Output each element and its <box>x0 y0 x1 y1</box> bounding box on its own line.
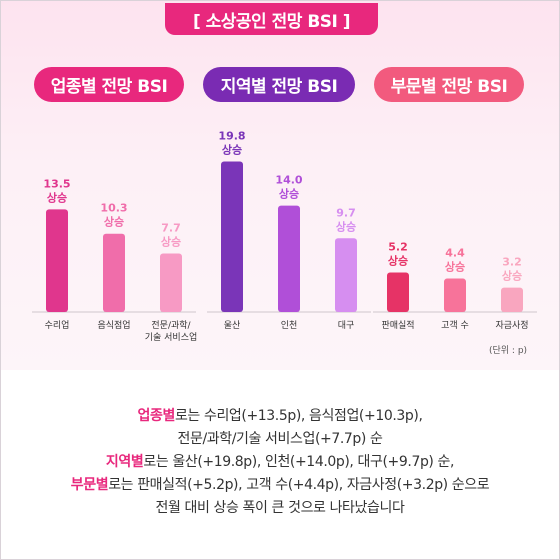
value-label: 19.8 <box>218 130 245 143</box>
description-text: 전문/과학/기술 서비스업(+7.7p) 순 <box>177 431 383 447</box>
chart-area: [ 소상공인 전망 BSI ] 업종별 전망 BSI 지역별 전망 BSI 부문… <box>1 1 559 370</box>
bar <box>387 272 409 312</box>
bar <box>501 287 523 312</box>
highlight-sector: 부문별 <box>70 477 109 493</box>
rise-label: 상승 <box>279 187 299 201</box>
category-label: 전문/과학/ <box>151 320 191 331</box>
category-label: 인천 <box>281 320 298 331</box>
description: 업종별로는 수리업(+13.5p), 음식점업(+10.3p), 전문/과학/기… <box>0 405 560 520</box>
group-label-region: 지역별 전망 BSI <box>203 67 355 102</box>
rise-label: 상승 <box>222 143 242 157</box>
bar <box>444 278 466 312</box>
rise-label: 상승 <box>388 253 408 267</box>
rise-label: 상승 <box>502 269 522 283</box>
bar <box>278 205 300 312</box>
bar <box>221 161 243 312</box>
rise-label: 상승 <box>445 260 465 274</box>
chart-title: [ 소상공인 전망 BSI ] <box>165 3 378 35</box>
bar <box>103 233 125 312</box>
value-label: 14.0 <box>275 174 302 187</box>
category-label: 대구 <box>338 320 355 331</box>
group-label-industry: 업종별 전망 BSI <box>34 67 184 102</box>
value-label: 13.5 <box>43 177 70 190</box>
category-label: 자금사정 <box>495 320 528 331</box>
category-label: 고객 수 <box>441 320 469 331</box>
category-label: 판매실적 <box>381 319 414 331</box>
description-line-4: 부문별로는 판매실적(+5.2p), 고객 수(+4.4p), 자금사정(+3.… <box>0 474 560 497</box>
value-label: 10.3 <box>100 202 127 215</box>
bar <box>335 238 357 312</box>
description-line-1: 업종별로는 수리업(+13.5p), 음식점업(+10.3p), <box>0 405 560 428</box>
value-label: 3.2 <box>502 256 522 269</box>
category-label: 음식점업 <box>97 319 130 331</box>
value-label: 5.2 <box>388 240 408 253</box>
category-label: 수리업 <box>45 320 70 331</box>
highlight-region: 지역별 <box>105 454 144 470</box>
rise-label: 상승 <box>47 190 67 204</box>
rise-label: 상승 <box>104 215 124 229</box>
description-line-2: 전문/과학/기술 서비스업(+7.7p) 순 <box>0 428 560 451</box>
rise-label: 상승 <box>161 234 181 248</box>
bar <box>160 253 182 312</box>
description-text: 로는 수리업(+13.5p), 음식점업(+10.3p), <box>174 408 423 424</box>
description-text: 로는 판매실적(+5.2p), 고객 수(+4.4p), 자금사정(+3.2p)… <box>108 477 490 493</box>
description-line-3: 지역별로는 울산(+19.8p), 인천(+14.0p), 대구(+9.7p) … <box>0 451 560 474</box>
value-label: 9.7 <box>336 206 356 219</box>
group-label-sector: 부문별 전망 BSI <box>374 67 524 102</box>
description-text: 전월 대비 상승 폭이 큰 것으로 나타났습니다 <box>155 500 405 516</box>
bar <box>46 209 68 312</box>
value-label: 7.7 <box>161 221 181 234</box>
description-text: 로는 울산(+19.8p), 인천(+14.0p), 대구(+9.7p) 순, <box>143 454 455 470</box>
unit-label: (단위 : p) <box>489 346 528 356</box>
category-label: 울산 <box>224 320 241 331</box>
description-line-5: 전월 대비 상승 폭이 큰 것으로 나타났습니다 <box>0 497 560 520</box>
rise-label: 상승 <box>336 219 356 233</box>
category-label: 기술 서비스업 <box>145 332 198 343</box>
value-label: 4.4 <box>445 247 465 260</box>
highlight-industry: 업종별 <box>137 408 176 424</box>
